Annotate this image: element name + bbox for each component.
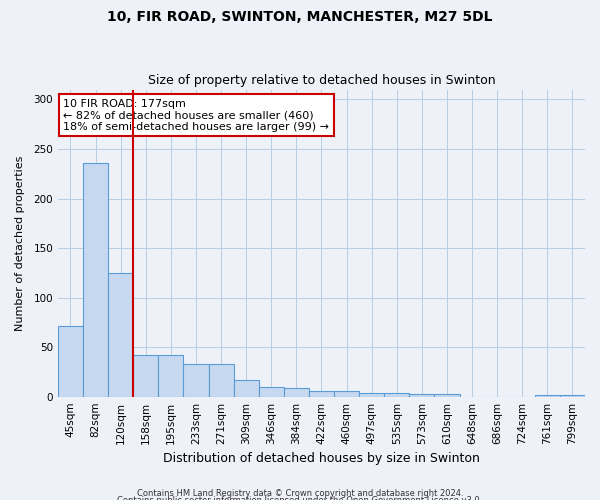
Text: Contains public sector information licensed under the Open Government Licence v3: Contains public sector information licen…: [118, 496, 482, 500]
Text: 10, FIR ROAD, SWINTON, MANCHESTER, M27 5DL: 10, FIR ROAD, SWINTON, MANCHESTER, M27 5…: [107, 10, 493, 24]
X-axis label: Distribution of detached houses by size in Swinton: Distribution of detached houses by size …: [163, 452, 480, 465]
Bar: [259, 387, 284, 396]
Bar: [309, 390, 334, 396]
Bar: [108, 273, 133, 396]
Bar: [434, 394, 460, 396]
Bar: [284, 388, 309, 396]
Bar: [409, 394, 434, 396]
Bar: [233, 380, 259, 396]
Y-axis label: Number of detached properties: Number of detached properties: [15, 156, 25, 331]
Bar: [83, 163, 108, 396]
Bar: [384, 392, 409, 396]
Bar: [158, 355, 184, 397]
Title: Size of property relative to detached houses in Swinton: Size of property relative to detached ho…: [148, 74, 495, 87]
Bar: [184, 364, 209, 396]
Text: 10 FIR ROAD: 177sqm
← 82% of detached houses are smaller (460)
18% of semi-detac: 10 FIR ROAD: 177sqm ← 82% of detached ho…: [63, 99, 329, 132]
Bar: [209, 364, 233, 396]
Bar: [58, 326, 83, 396]
Text: Contains HM Land Registry data © Crown copyright and database right 2024.: Contains HM Land Registry data © Crown c…: [137, 488, 463, 498]
Bar: [334, 390, 359, 396]
Bar: [133, 355, 158, 397]
Bar: [560, 394, 585, 396]
Bar: [535, 394, 560, 396]
Bar: [359, 392, 384, 396]
